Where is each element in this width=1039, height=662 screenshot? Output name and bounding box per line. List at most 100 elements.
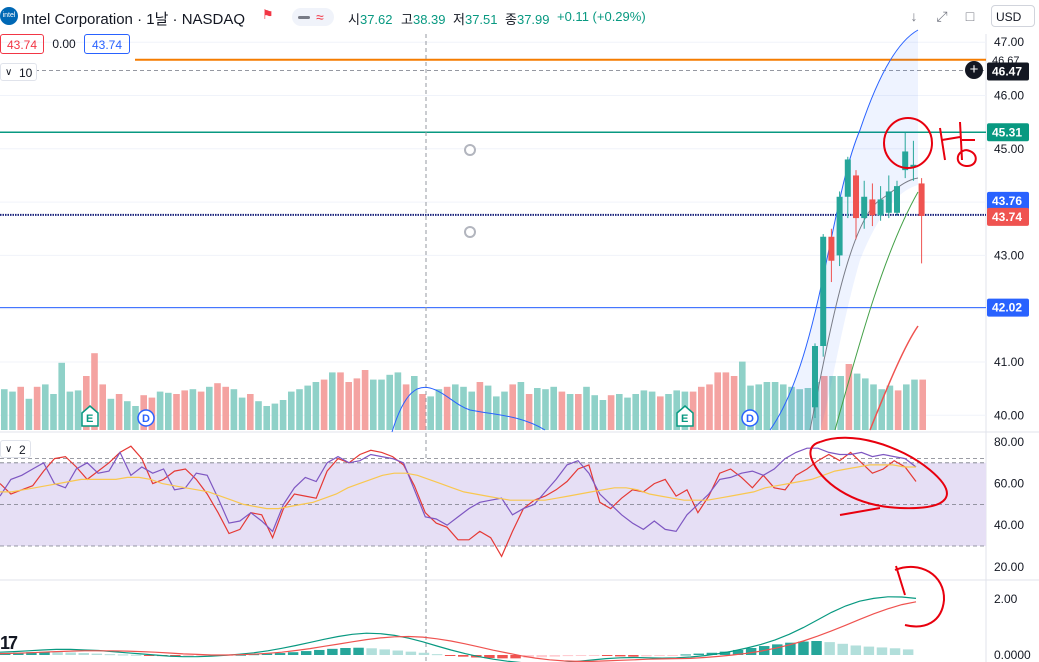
volume-bar	[394, 372, 402, 430]
spread-value: 0.00	[52, 37, 76, 51]
currency-select[interactable]: USD	[991, 5, 1035, 27]
macd-histogram-bar	[863, 646, 875, 655]
volume-bar	[870, 384, 877, 430]
macd-histogram-bar	[693, 653, 705, 655]
macd-histogram-bar	[719, 651, 731, 655]
macd-histogram-bar	[745, 648, 757, 655]
volume-bar	[878, 389, 885, 430]
navy-line-label: 43.76	[992, 194, 1022, 208]
volume-bar	[476, 382, 484, 430]
chart-header: intel Intel Corporation · 1날 · NASDAQ ⚑ …	[0, 0, 1039, 34]
volume-bar	[525, 394, 533, 430]
volume-bar	[255, 401, 262, 430]
volume-bar	[206, 386, 213, 430]
fullscreen-icon[interactable]: ⤢	[936, 8, 948, 24]
macd-histogram-bar	[601, 655, 613, 656]
volume-bar	[304, 385, 311, 430]
navy-line-label-bg	[987, 191, 1029, 210]
volume-bar	[74, 390, 82, 430]
macd-histogram-bar	[510, 655, 521, 659]
volume-bar	[698, 386, 705, 430]
snapshot-icon[interactable]: □	[965, 8, 975, 24]
annotation-handwriting	[939, 121, 977, 167]
volume-bar	[632, 394, 639, 430]
alarm-clock-face	[466, 146, 474, 154]
volume-bar	[853, 373, 861, 430]
macd-histogram-bar	[379, 649, 390, 655]
candle-body	[861, 196, 868, 219]
ohlc-open: 시37.62	[348, 12, 393, 27]
volume-bar	[657, 396, 664, 430]
volume-bar	[796, 389, 803, 430]
volume-bar	[517, 382, 525, 430]
flag-icon[interactable]: ⚑	[262, 7, 274, 22]
earnings-marker-icon	[676, 405, 694, 427]
volume-bar	[616, 394, 623, 430]
volume-bar	[804, 388, 812, 430]
macd-histogram-bar	[274, 653, 286, 655]
volume-bar	[115, 394, 123, 430]
macd-histogram-bar	[0, 653, 11, 655]
macd-histogram-bar	[52, 652, 63, 655]
macd-histogram-bar	[405, 651, 417, 655]
annotation-circle-macd	[894, 565, 946, 628]
macd-histogram-bar	[876, 647, 888, 655]
volume-bar	[247, 394, 254, 430]
rsi-axis-tick: 60.00	[994, 477, 1024, 491]
candle-body	[869, 199, 876, 216]
volume-bar	[755, 384, 762, 430]
plus-circle-icon[interactable]: +	[965, 61, 983, 79]
macd-histogram-bar	[261, 653, 273, 655]
ohlc-close: 종37.99	[505, 12, 550, 27]
rsi-indicator-label[interactable]: ∨ 2	[0, 440, 31, 458]
macd-axis-tick: 0.0000	[994, 648, 1031, 662]
volume-bar	[370, 379, 377, 430]
bid-price-box[interactable]: 43.74	[0, 34, 44, 54]
volume-bar	[1, 389, 8, 430]
macd-histogram-bar	[183, 655, 194, 657]
macd-histogram-bar	[837, 643, 848, 655]
last-price-label: 43.74	[992, 210, 1022, 224]
volume-bar	[197, 391, 205, 430]
volume-bar	[402, 384, 410, 430]
intel-logo-icon: intel	[0, 7, 18, 25]
macd-histogram-bar	[130, 654, 142, 656]
rsi-series-line-1	[0, 447, 917, 533]
price-change: +0.11 (+0.29%)	[557, 9, 646, 24]
macd-histogram-bar	[549, 655, 561, 657]
tradingview-logo-icon: 17	[0, 633, 18, 653]
ask-price-box[interactable]: 43.74	[84, 34, 130, 54]
symbol-title[interactable]: Intel Corporation · 1날 · NASDAQ	[22, 11, 246, 28]
moving-average-red	[869, 325, 919, 431]
macd-histogram-bar	[314, 649, 325, 655]
price-axis-tick: 40.00	[994, 408, 1024, 422]
macd-histogram-bar	[811, 641, 822, 655]
volume-bar	[378, 379, 385, 430]
volume-bar	[33, 386, 41, 430]
volume-bar	[550, 386, 557, 430]
wave-icon: ≈	[316, 9, 324, 25]
macd-histogram-bar	[91, 653, 103, 655]
teal-line-label-bg	[987, 123, 1029, 142]
volume-bar	[296, 389, 303, 430]
volume-bar	[845, 364, 853, 430]
macd-histogram-bar	[366, 648, 377, 655]
candle-body	[877, 199, 884, 216]
macd-histogram-bar	[13, 652, 24, 655]
volume-bar	[50, 394, 57, 430]
volume-bar	[911, 379, 918, 430]
volume-bar	[386, 374, 393, 430]
volume-bar	[484, 385, 492, 430]
volume-bar	[107, 398, 115, 430]
price-axis-tick: 41.00	[994, 355, 1024, 369]
compare-toggle[interactable]: ≈	[292, 8, 334, 26]
volume-indicator-label[interactable]: ∨ 10	[0, 63, 38, 81]
volume-bar	[419, 394, 426, 430]
macd-macd-line	[0, 596, 917, 662]
volume-bar	[42, 384, 49, 430]
macd-histogram-bar	[536, 655, 547, 658]
volume-bar	[566, 394, 574, 430]
macd-histogram-bar	[392, 650, 404, 655]
download-icon[interactable]: ↓	[910, 8, 918, 24]
